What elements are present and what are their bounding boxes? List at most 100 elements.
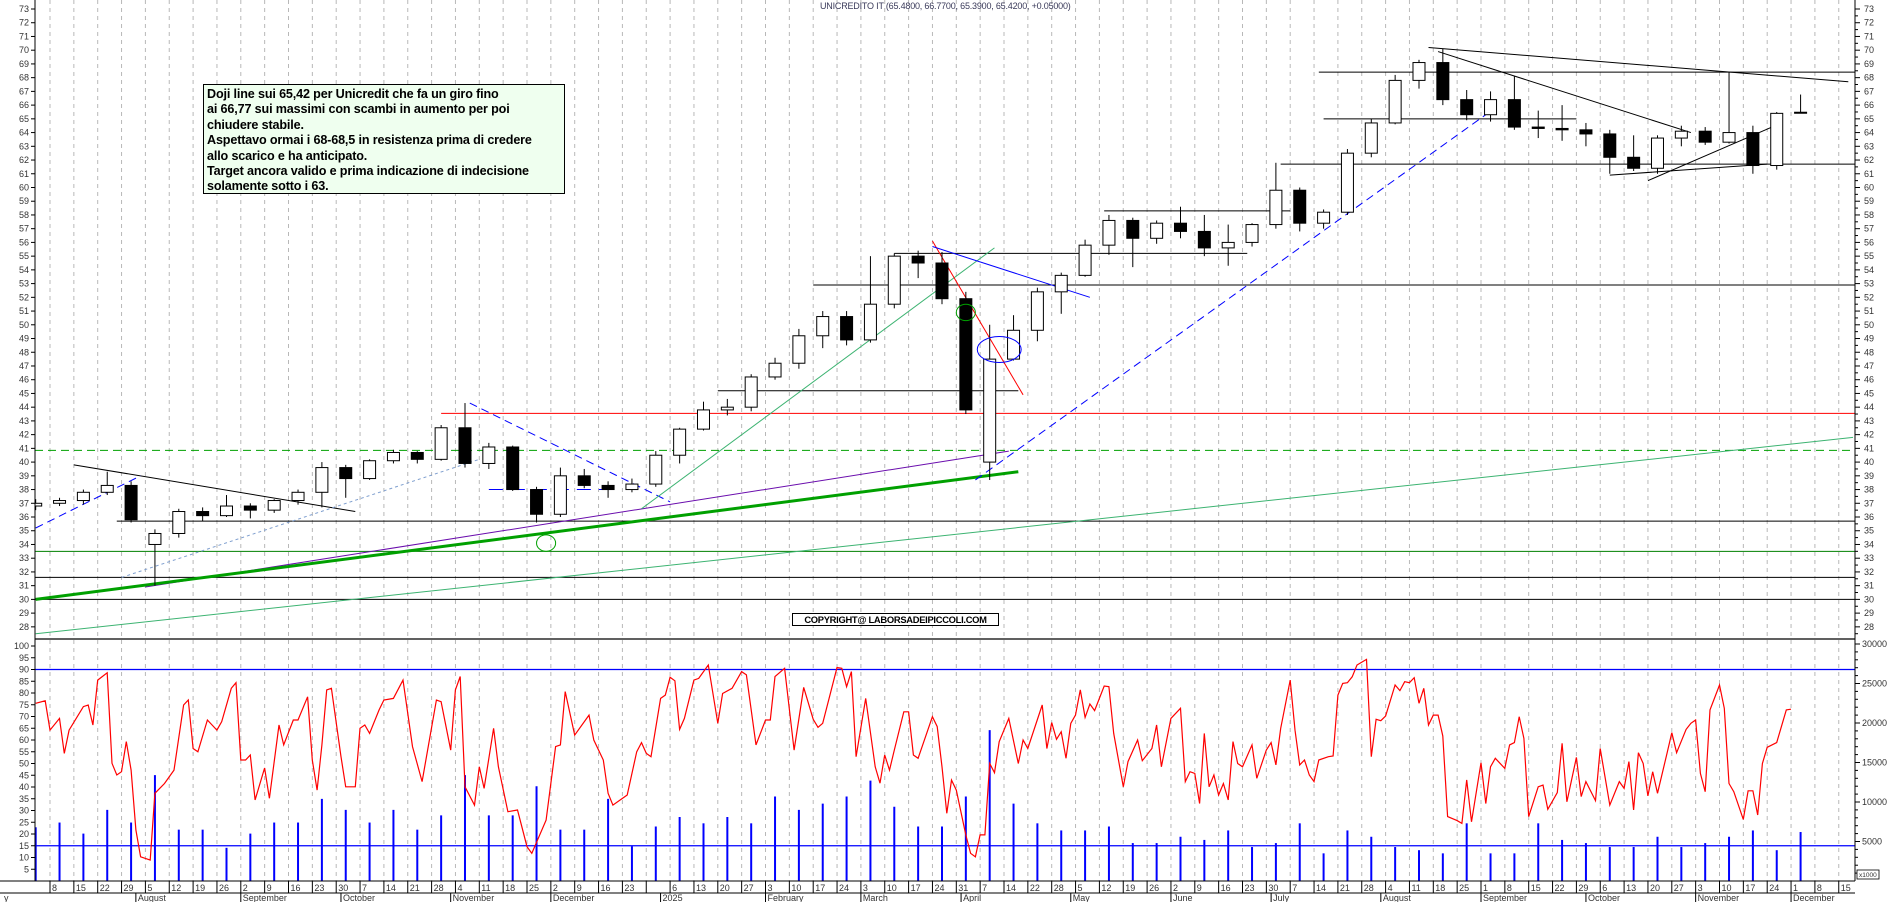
price-tick-label: 37	[19, 498, 29, 508]
price-tick-label: 41	[1864, 443, 1874, 453]
price-tick-label: 64	[1864, 128, 1874, 138]
month-label: February	[768, 893, 805, 902]
trendline	[1428, 46, 1849, 83]
x-tick-label: 29	[124, 883, 134, 893]
volume-tick-label: 20000	[1862, 718, 1887, 728]
highlight-ellipse	[976, 335, 1022, 364]
price-tick-label: 46	[1864, 375, 1874, 385]
x-tick-label: 26	[219, 883, 229, 893]
candle-body	[1484, 99, 1498, 116]
x-tick-label: 22	[1555, 883, 1565, 893]
candle-body	[1412, 62, 1426, 81]
x-tick-label: 7	[362, 883, 367, 893]
price-tick-label: 36	[19, 512, 29, 522]
price-tick-label: 55	[19, 251, 29, 261]
price-tick-label: 28	[1864, 622, 1874, 632]
oscillator-tick-label: 60	[19, 735, 29, 745]
x-tick-label: 1	[1793, 883, 1798, 893]
price-tick-label: 61	[1864, 169, 1874, 179]
price-axes: 28 28 29 29 30 30 31 31 32 32 33 33 34 34 35 35 36 36 37 37…	[14, 4, 1887, 880]
price-tick-label: 35	[1864, 526, 1874, 536]
trendline	[975, 107, 1496, 481]
x-axis: 8 15 22 29 5 12 19 26 2 9 16 23 30 7 14 21 28 4 11 18 25 2 9 16…	[4, 881, 1851, 902]
volume-tick-label: 15000	[1862, 758, 1887, 768]
candle-body	[1245, 224, 1259, 243]
unit-box	[1856, 869, 1880, 880]
candle-body	[76, 491, 90, 502]
candle-body	[744, 376, 758, 408]
candle-body	[1722, 132, 1736, 143]
x-tick-label: 20	[1650, 883, 1660, 893]
price-tick-label: 68	[19, 73, 29, 83]
price-tick-label: 29	[19, 608, 29, 618]
candle-body	[1460, 99, 1474, 116]
x-tick-label: 29	[1578, 883, 1588, 893]
x-tick-label: 31	[958, 883, 968, 893]
candle-body	[1555, 127, 1569, 131]
candle-body	[506, 446, 520, 491]
price-tick-label: 65	[19, 114, 29, 124]
candle-body	[1173, 222, 1187, 232]
candle-body	[1030, 291, 1044, 331]
x-tick-label: 30	[1268, 883, 1278, 893]
candle-body	[100, 484, 114, 493]
volume-tick-label: 10000	[1862, 797, 1887, 807]
oscillator-tick-label: 10	[19, 853, 29, 863]
price-tick-label: 72	[1864, 18, 1874, 28]
price-tick-label: 47	[1864, 361, 1874, 371]
x-tick-label: 8	[52, 883, 57, 893]
price-tick-label: 50	[1864, 320, 1874, 330]
candle-body	[35, 502, 43, 507]
trendline	[35, 436, 1854, 635]
price-tick-label: 67	[1864, 86, 1874, 96]
x-tick-label: 9	[1197, 883, 1202, 893]
candle-body	[530, 489, 544, 515]
note-line: chiudere stabile.	[207, 117, 304, 132]
price-tick-label: 51	[1864, 306, 1874, 316]
month-label: 2025	[663, 893, 683, 902]
candle-body	[196, 511, 210, 517]
x-tick-label: 7	[982, 883, 987, 893]
price-tick-label: 55	[1864, 251, 1874, 261]
price-tick-label: 39	[19, 471, 29, 481]
x-tick-label: 16	[601, 883, 611, 893]
oscillator-tick-label: 90	[19, 665, 29, 675]
x-tick-label: 28	[1054, 883, 1064, 893]
price-tick-label: 51	[19, 306, 29, 316]
candle-body	[673, 428, 687, 456]
note-line: Doji line sui 65,42 per Unicredit che fa…	[207, 87, 499, 101]
oscillator-tick-label: 55	[19, 747, 29, 757]
candle-body	[363, 460, 377, 480]
price-tick-label: 60	[19, 182, 29, 192]
x-tick-label: 23	[624, 883, 634, 893]
candle-body	[243, 505, 257, 511]
candle-body	[1674, 130, 1688, 139]
price-tick-label: 31	[19, 581, 29, 591]
oscillator-tick-label: 75	[19, 700, 29, 710]
x-tick-label: 13	[696, 883, 706, 893]
price-tick-label: 53	[1864, 279, 1874, 289]
price-tick-label: 69	[19, 59, 29, 69]
candle-body	[172, 511, 186, 534]
month-label: September	[1483, 893, 1527, 902]
price-tick-label: 57	[1864, 224, 1874, 234]
candle-body	[291, 491, 305, 502]
trendline	[469, 402, 671, 503]
x-tick-label: 22	[1030, 883, 1040, 893]
candle-body	[816, 316, 830, 337]
oscillator-tick-label: 65	[19, 723, 29, 733]
candle-body	[482, 446, 496, 464]
x-tick-label: 23	[1245, 883, 1255, 893]
price-tick-label: 38	[19, 485, 29, 495]
note-line: Aspettavo ormai i 68-68,5 in resistenza …	[207, 133, 532, 148]
candle-body	[1340, 152, 1354, 213]
month-label: August	[138, 893, 167, 902]
copyright-label: COPYRIGHT@ LABORSADEIPICCOLI.COM	[792, 613, 999, 626]
oscillator-tick-label: 85	[19, 676, 29, 686]
month-label: December	[1793, 893, 1835, 902]
x-tick-label: 4	[1388, 883, 1393, 893]
price-tick-label: 63	[19, 141, 29, 151]
candle-body	[1054, 274, 1068, 293]
candle-body	[840, 316, 854, 341]
price-tick-label: 32	[1864, 567, 1874, 577]
